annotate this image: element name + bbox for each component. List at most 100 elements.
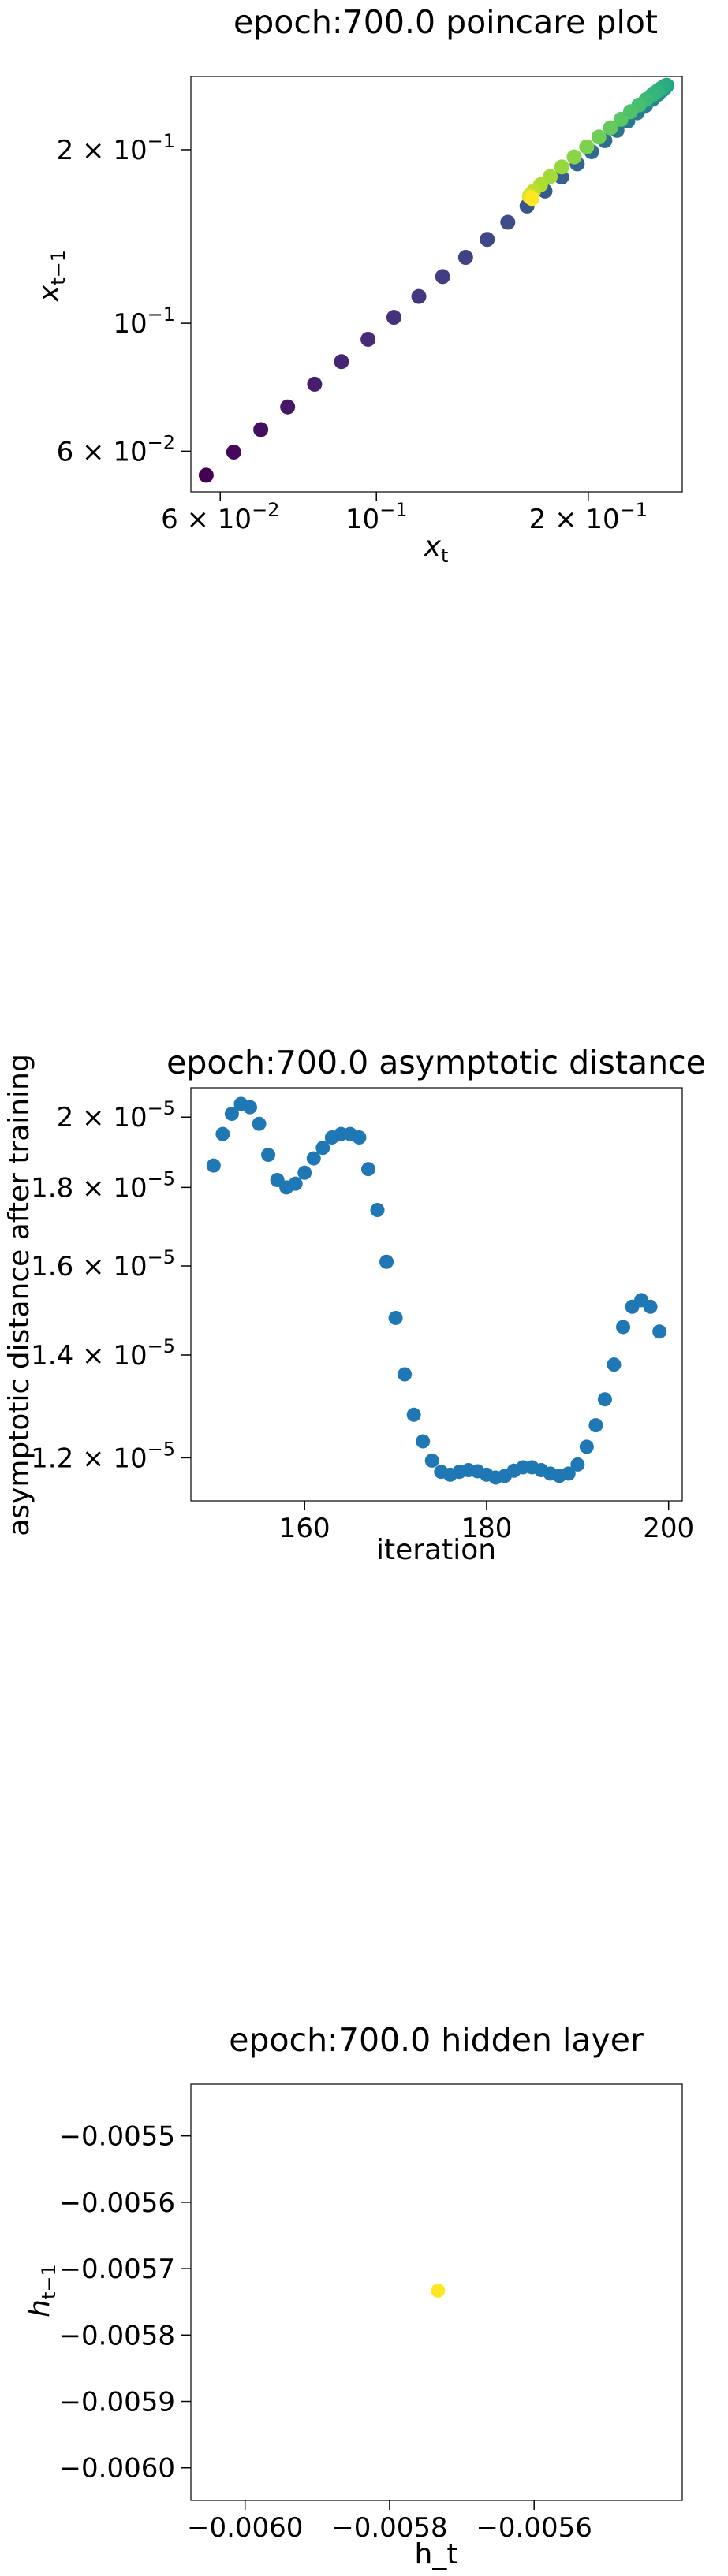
data-point <box>315 1141 330 1156</box>
x-axis-label-base: x <box>424 530 442 563</box>
data-point <box>297 1165 312 1180</box>
x-axis-label: xt <box>424 530 449 567</box>
data-point <box>525 191 540 207</box>
x-ticks: 160 180 200 <box>279 1501 694 1544</box>
data-point <box>561 1466 576 1481</box>
x-tick-label: 180 <box>461 1513 513 1544</box>
y-tick-label: −0.0055 <box>59 2121 175 2153</box>
data-point <box>360 331 376 347</box>
data-point <box>360 1162 375 1177</box>
y-axis-label-subscript: t−1 <box>38 2264 60 2299</box>
y-axis-label: xt−1 <box>33 250 69 303</box>
data-point <box>334 354 349 370</box>
x-axis-label: h_t <box>415 2538 458 2570</box>
data-point <box>613 111 629 127</box>
data-point <box>500 214 516 230</box>
x-tick-label: 200 <box>643 1513 694 1544</box>
data-point <box>607 1357 622 1372</box>
y-tick-label: 1.6 × 10−5 <box>31 1246 175 1282</box>
data-point <box>579 1439 594 1454</box>
y-tick-label: 1.4 × 10−5 <box>31 1335 175 1372</box>
plot-frame <box>190 76 683 493</box>
poincare-plot-panel: epoch:700.0 poincare plot 6 × 10−2 10−1 2 … <box>33 3 683 567</box>
data-point <box>206 1158 221 1173</box>
x-tick-label: −0.0060 <box>187 2512 303 2544</box>
data-point <box>652 1324 667 1339</box>
y-ticks: 6 × 10−2 10−1 2 × 10−1 <box>57 130 191 467</box>
y-tick-label: −0.0059 <box>59 2387 175 2418</box>
data-point <box>398 1367 413 1382</box>
chart-title: epoch:700.0 poincare plot <box>233 3 658 41</box>
data-point <box>242 1100 257 1115</box>
plot-frame <box>190 1087 683 1502</box>
data-point <box>554 159 569 175</box>
data-point <box>411 288 427 304</box>
y-axis-label-subscript: t−1 <box>47 250 69 285</box>
data-point <box>597 1392 612 1407</box>
x-tick-label: 2 × 10−1 <box>529 499 648 535</box>
x-tick-label: 6 × 10−2 <box>161 499 279 535</box>
data-point <box>307 376 323 392</box>
y-axis-label: ht−1 <box>24 2264 60 2317</box>
y-ticks: 1.2 × 10−5 1.4 × 10−5 1.6 × 10−5 1.8 × 10−5… <box>31 1097 191 1474</box>
data-point <box>424 1453 439 1468</box>
data-point <box>370 1203 385 1218</box>
data-point <box>226 444 241 460</box>
data-point <box>457 250 473 266</box>
data-point <box>643 1299 658 1314</box>
hidden-layer-panel: epoch:700.0 hidden layer −0.0060 −0.0058−… <box>24 2021 683 2570</box>
y-tick-label: −0.0060 <box>59 2453 175 2485</box>
data-point <box>253 422 269 437</box>
y-ticks: −0.0055 −0.0056 −0.0057 −0.0058 −0.0059 −0.00… <box>59 2121 191 2485</box>
asymptotic-distance-panel: epoch:700.0 asymptotic distance 160 180 20… <box>3 1044 706 1566</box>
data-point <box>579 139 595 154</box>
data-point <box>306 1151 321 1166</box>
y-tick-label: 2 × 10−5 <box>57 1097 175 1134</box>
data-point <box>616 1320 631 1335</box>
data-point <box>480 232 495 248</box>
chart-title: epoch:700.0 asymptotic distance <box>166 1044 706 1081</box>
x-tick-label: 10−1 <box>345 499 408 535</box>
data-point <box>198 467 214 483</box>
data-point <box>252 1116 267 1131</box>
data-point <box>379 1254 394 1269</box>
y-tick-label: 1.8 × 10−5 <box>31 1167 175 1204</box>
data-point <box>566 149 582 165</box>
data-point <box>588 1418 603 1433</box>
data-point <box>416 1434 431 1449</box>
x-ticks: 6 × 10−2 10−1 2 × 10−1 <box>161 492 648 535</box>
data-point <box>215 1126 230 1141</box>
scatter-points <box>206 1096 667 1485</box>
y-tick-label: 6 × 10−2 <box>57 431 175 467</box>
data-point <box>431 2283 446 2298</box>
x-tick-label: 160 <box>279 1513 330 1544</box>
data-point <box>570 1457 585 1472</box>
data-point <box>288 1176 303 1191</box>
x-axis-label-subscript: t <box>441 545 448 567</box>
y-axis-label-base: h <box>24 2299 56 2317</box>
y-tick-label: −0.0056 <box>59 2187 175 2219</box>
data-point <box>603 120 618 136</box>
x-tick-label: −0.0058 <box>331 2512 447 2544</box>
data-point <box>224 1107 239 1122</box>
y-tick-label: 1.2 × 10−5 <box>31 1438 175 1474</box>
data-point <box>388 1310 403 1325</box>
y-tick-label: 10−1 <box>113 303 175 340</box>
scatter-points <box>431 2283 446 2298</box>
y-tick-label: −0.0057 <box>59 2254 175 2285</box>
data-point <box>591 129 607 145</box>
x-ticks: −0.0060 −0.0058 −0.0056 <box>187 2500 592 2544</box>
y-tick-label: 2 × 10−1 <box>57 130 175 166</box>
x-axis-label: iteration <box>376 1534 496 1566</box>
x-tick-label: −0.0056 <box>476 2512 592 2544</box>
data-point <box>352 1130 367 1145</box>
data-point <box>280 399 296 415</box>
y-axis-label: asymptotic distance after training <box>3 1054 35 1536</box>
scatter-points <box>198 77 674 483</box>
y-tick-label: −0.0058 <box>59 2320 175 2351</box>
chart-title: epoch:700.0 hidden layer <box>229 2021 644 2059</box>
data-point <box>261 1148 276 1163</box>
data-point <box>406 1407 421 1422</box>
y-axis-label-base: x <box>33 285 65 303</box>
